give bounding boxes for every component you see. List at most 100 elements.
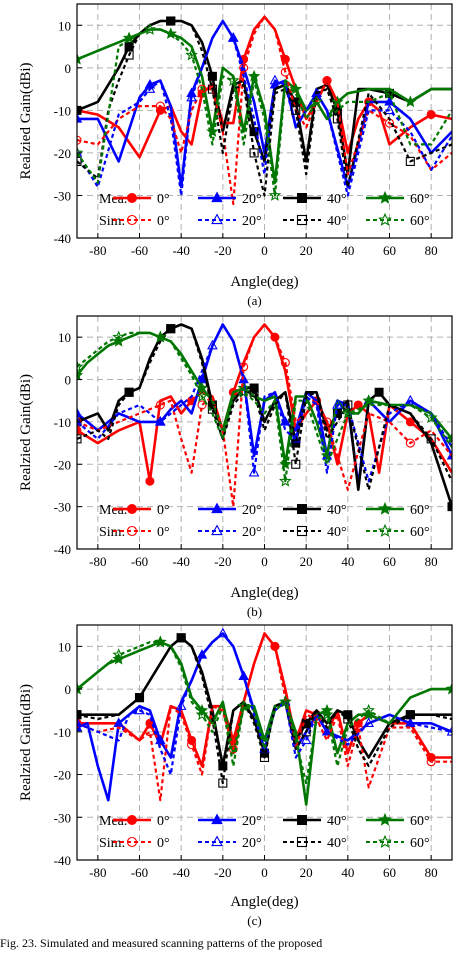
data-point bbox=[268, 188, 282, 201]
legend-series-label: 40° bbox=[327, 214, 347, 229]
data-point bbox=[134, 704, 145, 715]
data-point bbox=[446, 725, 452, 736]
data-point bbox=[166, 16, 176, 26]
data-point bbox=[353, 400, 363, 410]
data-point bbox=[341, 406, 355, 419]
series-sim-7 bbox=[77, 635, 452, 785]
data-point bbox=[77, 415, 83, 426]
y-tick-label: -40 bbox=[54, 853, 71, 868]
data-point bbox=[195, 708, 209, 721]
legend-series-label: 20° bbox=[242, 214, 262, 229]
data-point bbox=[77, 156, 82, 166]
data-point bbox=[155, 400, 165, 410]
legend-marker bbox=[211, 191, 223, 203]
data-point bbox=[112, 330, 125, 343]
y-tick-label: -20 bbox=[54, 457, 71, 472]
data-point bbox=[279, 695, 292, 708]
data-point bbox=[353, 722, 363, 733]
data-point bbox=[186, 91, 197, 102]
y-tick-label: 0 bbox=[65, 682, 72, 697]
y-tick-label: -20 bbox=[54, 768, 71, 783]
data-point bbox=[176, 633, 186, 643]
data-point bbox=[447, 502, 452, 512]
x-tick-label: -40 bbox=[172, 554, 189, 569]
legend-marker bbox=[211, 835, 223, 847]
data-point bbox=[77, 682, 84, 695]
data-point bbox=[445, 682, 452, 695]
legend-series-label: 0° bbox=[157, 836, 170, 851]
data-point bbox=[249, 387, 259, 397]
data-point bbox=[426, 110, 436, 120]
series-line bbox=[77, 323, 452, 483]
x-tick-label: 40 bbox=[341, 554, 354, 569]
legend-group-label: Sim. bbox=[99, 214, 125, 229]
series-line bbox=[77, 636, 452, 768]
y-tick-label: 10 bbox=[58, 18, 71, 33]
x-tick-label: -80 bbox=[89, 243, 106, 258]
data-point bbox=[237, 385, 250, 398]
data-point bbox=[248, 466, 260, 477]
x-tick-label: 60 bbox=[383, 554, 396, 569]
plot-area bbox=[77, 15, 452, 206]
x-tick-label: 0 bbox=[261, 554, 268, 569]
plot-area bbox=[77, 627, 452, 806]
series-line bbox=[77, 632, 452, 776]
data-point bbox=[124, 387, 134, 397]
legend-series-label: 20° bbox=[242, 814, 262, 829]
legend-series-label: 20° bbox=[242, 503, 262, 518]
legend-series-label: 60° bbox=[410, 214, 430, 229]
x-tick-label: -60 bbox=[131, 865, 148, 880]
legend-series-label: 60° bbox=[410, 814, 430, 829]
legend-marker bbox=[297, 193, 307, 203]
data-point bbox=[124, 50, 134, 60]
data-point bbox=[77, 146, 84, 159]
legend-series-label: 20° bbox=[242, 192, 262, 207]
data-point bbox=[218, 778, 228, 788]
y-axis-title: Realzied Gain(dBi) bbox=[18, 374, 34, 491]
data-point bbox=[77, 717, 83, 728]
x-tick-label: 0 bbox=[261, 865, 268, 880]
data-point bbox=[384, 104, 395, 115]
data-point bbox=[280, 358, 290, 368]
legend-marker bbox=[126, 836, 138, 848]
legend-marker bbox=[127, 193, 137, 203]
data-point bbox=[405, 156, 415, 166]
data-point bbox=[405, 438, 415, 448]
data-point bbox=[310, 95, 323, 108]
x-tick-label: 60 bbox=[383, 243, 396, 258]
data-point bbox=[218, 761, 228, 771]
data-point bbox=[424, 411, 438, 424]
data-point bbox=[144, 83, 156, 93]
y-tick-label: -20 bbox=[54, 146, 71, 161]
legend-series-label: 0° bbox=[157, 503, 170, 518]
series-sim-5 bbox=[77, 323, 452, 483]
data-point bbox=[291, 459, 301, 469]
data-point bbox=[301, 727, 311, 737]
x-tick-label: 20 bbox=[300, 554, 313, 569]
x-tick-label: -60 bbox=[131, 554, 148, 569]
data-point bbox=[249, 148, 259, 158]
data-point bbox=[405, 417, 415, 427]
data-point bbox=[77, 718, 82, 728]
legend-series-label: 40° bbox=[327, 836, 347, 851]
data-point bbox=[280, 54, 290, 64]
panel-caption: (a) bbox=[247, 293, 261, 308]
data-point bbox=[217, 627, 229, 638]
legend-series-label: 0° bbox=[157, 214, 170, 229]
data-point bbox=[77, 710, 82, 720]
x-tick-label: -60 bbox=[131, 243, 148, 258]
data-point bbox=[290, 432, 302, 443]
x-tick-label: -80 bbox=[89, 865, 106, 880]
y-tick-label: -40 bbox=[54, 231, 71, 246]
data-point bbox=[154, 330, 167, 343]
legend-marker bbox=[378, 212, 392, 226]
chart-panel-2: -80 -60 -40 -20 0 20 40 60 80 -40 -30 -20 -10 0 10 Angl… bbox=[18, 315, 453, 619]
legend-marker bbox=[378, 834, 392, 848]
x-axis-title: Angle(deg) bbox=[230, 585, 298, 601]
data-point bbox=[405, 394, 416, 405]
legend-marker bbox=[378, 812, 392, 826]
data-point bbox=[322, 76, 332, 86]
legend: Mea. Sim. 0° 20° 40° 60° 0° 20° 40° 60° bbox=[99, 812, 430, 851]
data-point bbox=[332, 408, 342, 418]
data-point bbox=[77, 360, 84, 373]
